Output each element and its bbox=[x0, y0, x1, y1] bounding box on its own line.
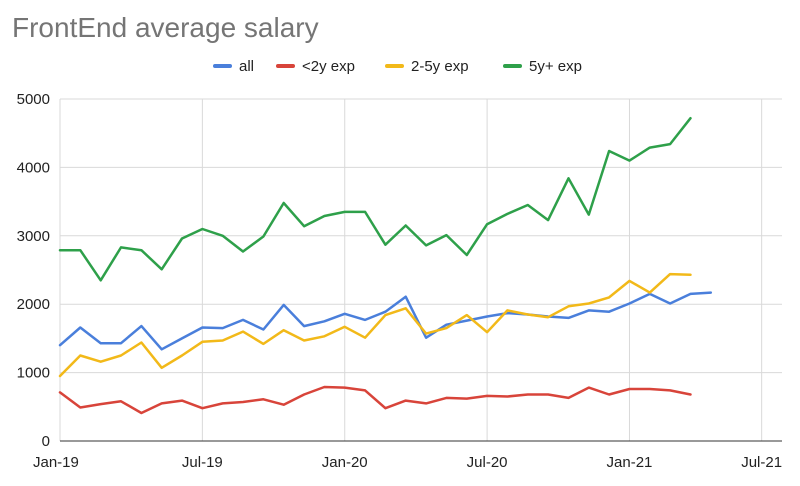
chart-title: FrontEnd average salary bbox=[12, 12, 319, 43]
series-line-1 bbox=[58, 385, 692, 415]
legend-label: 5y+ exp bbox=[529, 58, 582, 75]
x-tick-label: Jul-20 bbox=[467, 454, 508, 471]
series-line-2 bbox=[58, 272, 692, 378]
series-line-0 bbox=[58, 291, 713, 351]
legend-label: 2-5y exp bbox=[411, 58, 469, 75]
x-tick-label: Jul-19 bbox=[182, 454, 223, 471]
y-tick-label: 4000 bbox=[17, 159, 50, 176]
y-tick-label: 3000 bbox=[17, 228, 50, 245]
plot-area bbox=[58, 116, 713, 415]
y-tick-label: 2000 bbox=[17, 296, 50, 313]
x-tick-label: Jan-21 bbox=[607, 454, 653, 471]
x-tick-label: Jul-21 bbox=[741, 454, 782, 471]
x-tick-label: Jan-19 bbox=[33, 454, 79, 471]
y-tick-label: 1000 bbox=[17, 365, 50, 382]
grid bbox=[59, 98, 782, 441]
legend: all <2y exp 2-5y exp 5y+ exp bbox=[213, 58, 582, 75]
legend-label: <2y exp bbox=[302, 58, 355, 75]
x-axis: Jan-19 Jul-19 Jan-20 Jul-20 Jan-21 Jul-21 bbox=[33, 454, 782, 471]
legend-label: all bbox=[239, 58, 254, 75]
series-line-3 bbox=[58, 116, 692, 282]
y-axis: 0 1000 2000 3000 4000 5000 bbox=[17, 91, 50, 450]
x-tick-label: Jan-20 bbox=[322, 454, 368, 471]
y-tick-label: 0 bbox=[42, 433, 50, 450]
y-tick-label: 5000 bbox=[17, 91, 50, 108]
